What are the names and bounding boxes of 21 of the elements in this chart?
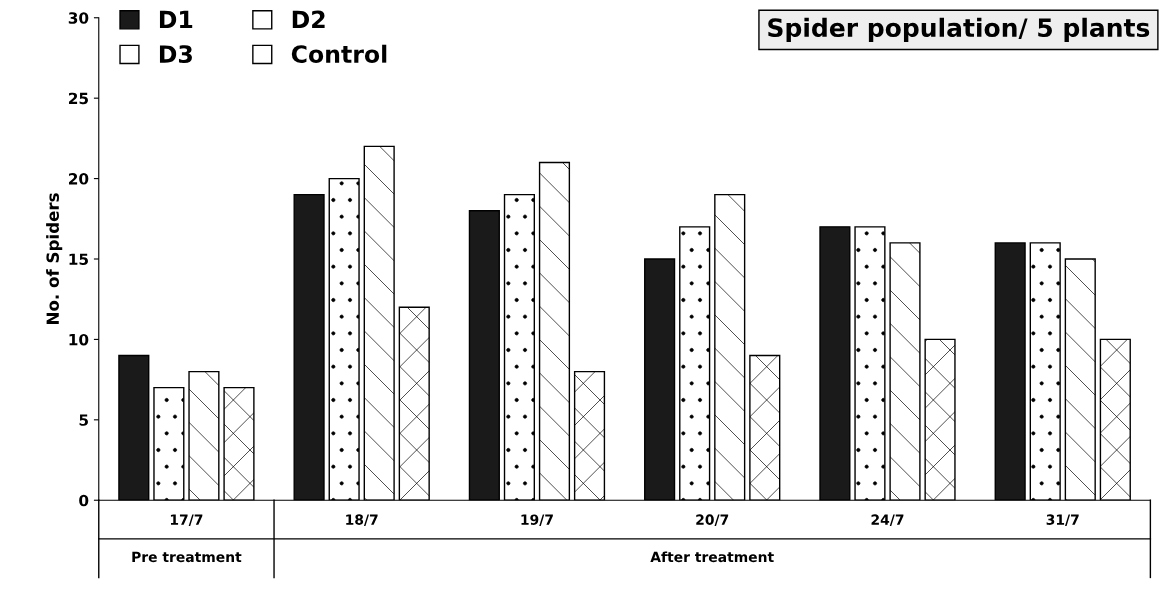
chart-title: Spider population/ 5 plants: [768, 17, 1150, 42]
y-tick-label: 10: [69, 333, 89, 346]
y-tick-label: 20: [69, 173, 89, 185]
x-tick-label: 17/7: [170, 514, 203, 526]
text: After treatment: [650, 551, 774, 563]
x-tick-label: 20/7: [696, 514, 729, 526]
legend-label: D2: [292, 10, 325, 28]
text: Pre treatment: [132, 551, 242, 563]
y-tick-label: 30: [68, 12, 89, 24]
x-tick-label: 31/7: [1046, 514, 1079, 526]
y-axis-title: No. of Spiders: [46, 193, 63, 324]
legend-label: Control: [291, 44, 387, 63]
x-tick-label: 18/7: [346, 514, 378, 526]
legend-label: D1: [159, 10, 193, 28]
legend-label: D3: [159, 45, 192, 63]
y-tick-label: 5: [79, 414, 88, 426]
x-tick-label: 19/7: [521, 514, 553, 526]
y-tick-label: 0: [79, 494, 89, 507]
y-tick-label: 15: [69, 253, 88, 266]
x-tick-label: 24/7: [871, 514, 904, 526]
y-tick-label: 25: [69, 92, 88, 105]
